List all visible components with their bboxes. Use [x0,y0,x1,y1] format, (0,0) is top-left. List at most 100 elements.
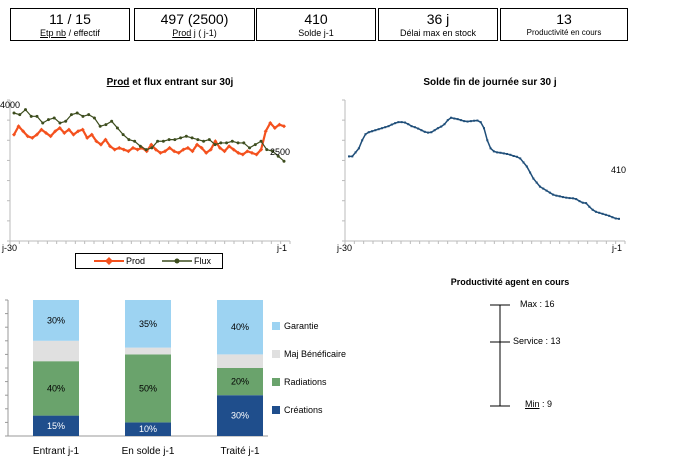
flux-point [259,139,263,143]
prod-point [268,120,273,125]
solde-point [538,185,541,188]
prod-point [153,147,158,152]
solde-point [348,155,350,158]
flux-point [46,118,50,122]
solde-point [371,130,374,133]
category-label: En solde j-1 [122,446,175,457]
x-label-end: j-1 [276,243,287,253]
solde-point [575,198,578,201]
flux-point [127,138,131,142]
prod-point [195,142,200,147]
flux-point [276,154,280,158]
prod-point [249,150,254,155]
flux-point [173,138,177,142]
bar-segment [33,415,79,436]
prod-point [277,122,282,127]
solde-point [552,193,555,196]
solde-point [542,187,545,190]
solde-point [450,116,453,119]
solde-point [555,194,558,197]
solde-point [499,151,502,154]
flux-point [121,133,125,137]
prod-point [112,147,117,152]
kpi-prod-label: Prod j ( j-1) [172,28,217,38]
flux-point [230,139,234,143]
flux-point [12,111,16,115]
prod-point [222,149,227,154]
solde-point [407,123,410,126]
end-annotation-2500: 2500 [270,147,290,157]
solde-point [483,127,485,130]
solde-point [558,195,561,198]
solde-point [601,212,604,215]
prod-point [62,130,67,135]
prod-flux-legend: Prod Flux [75,253,223,269]
category-label: Entrant j-1 [33,446,80,457]
solde-point [519,157,522,160]
flux-point [190,136,194,140]
solde-point [608,214,611,217]
solde-point [473,119,476,122]
flux-point [133,139,137,143]
prod-point [167,145,172,150]
prod-point [85,135,90,140]
flux-point [242,141,246,145]
solde-point [423,130,426,133]
bar-segment [217,368,263,396]
flux-point [115,126,119,130]
prod-point [57,125,62,130]
kpi-solde: 410 Solde j-1 [256,8,376,41]
y-annotation-4000: 4000 [0,100,20,110]
stacked-bar-chart: 15% 40% 30% Entrant j-1 10% 50% 35% En solde j-… [5,299,268,457]
bar-data-label: 30% [231,411,249,421]
prod-point [48,134,53,139]
bar-segment [125,354,171,423]
solde-point [384,126,387,129]
gauge-value-label: Service : 13 [513,336,561,346]
solde-point [571,197,574,200]
flux-legend-marker [174,258,180,264]
solde-point [446,119,449,122]
kpi-delai-label: Délai max en stock [399,28,477,38]
kpi-prod-value: 497 (2500) [160,11,229,27]
prod-point [149,142,154,147]
kpi-productivite-label: Productivité en cours [526,28,602,37]
solde-line [349,116,620,220]
solde-point [387,125,390,128]
prod-point [190,149,195,154]
solde-point [380,127,383,130]
flux-point [271,149,275,153]
solde-point [354,151,357,154]
prod-point [231,147,236,152]
flux-point [92,116,96,120]
flux-point [265,148,269,152]
prod-point [204,150,209,155]
solde-point [562,196,565,199]
flux-point [282,159,286,163]
bar-segment [217,354,263,368]
flux-point [248,146,252,150]
bar-data-label: 30% [47,315,65,325]
solde-point [463,120,466,123]
bar-segment [33,361,79,416]
flux-point [213,143,217,147]
legend-prod: Prod [126,256,146,266]
prod-point [25,134,30,139]
flux-point [202,139,206,143]
kpi-delai-value: 36 j [426,11,450,27]
solde-point [604,213,607,216]
solde-point [532,177,535,180]
kpi-prod: 497 (2500) Prod j ( j-1) [134,8,255,41]
prod-point [39,127,44,132]
legend-flux: Flux [194,256,212,266]
x-label-end: j-1 [611,243,622,253]
flux-point [18,113,22,117]
kpi-etp-label: Etp nb / effectif [40,28,100,38]
flux-point [253,143,257,147]
flux-point [219,141,223,145]
bar-data-label: 35% [139,319,157,329]
solde-point [466,120,469,123]
flux-point [29,114,33,118]
solde-point [578,200,581,203]
solde-point [410,125,413,128]
